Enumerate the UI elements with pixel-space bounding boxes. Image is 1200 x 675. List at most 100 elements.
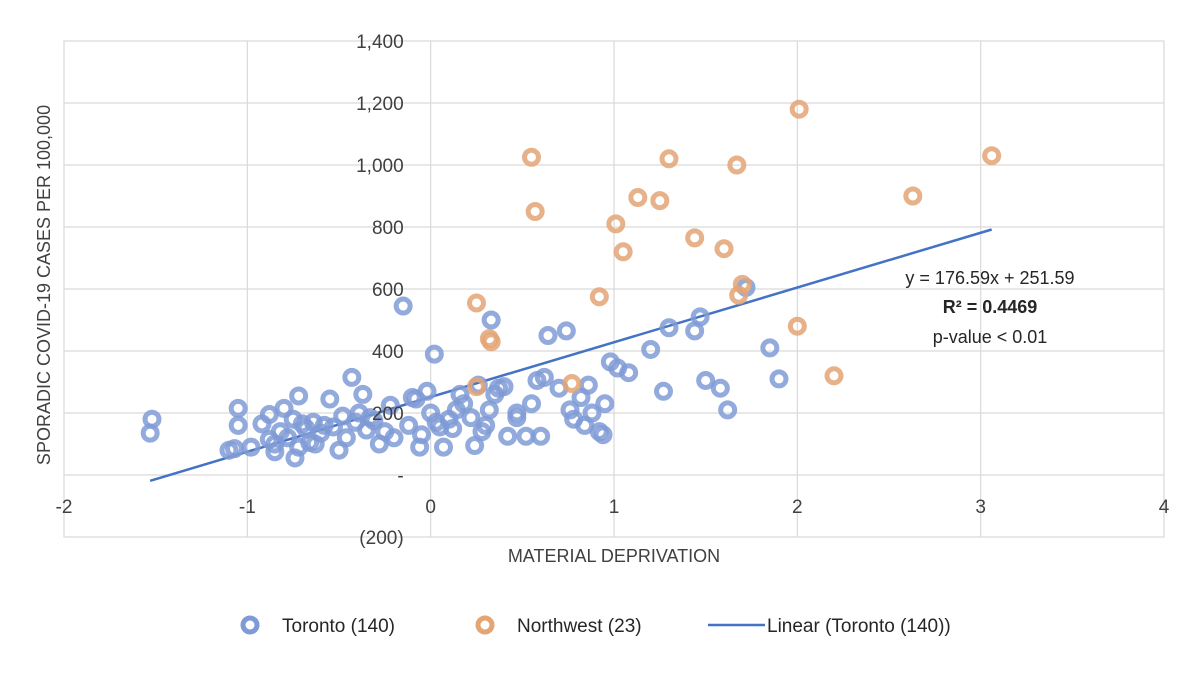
- y-tick-label: 800: [372, 218, 404, 239]
- legend-item-northwest[interactable]: Northwest (23): [475, 615, 642, 637]
- toronto-point: [479, 400, 499, 420]
- toronto-point: [522, 394, 541, 414]
- legend-item-trendline[interactable]: Linear (Toronto (140)): [708, 616, 951, 637]
- toronto-point: [454, 394, 474, 414]
- toronto-point: [140, 423, 160, 443]
- toronto-point: [465, 436, 485, 456]
- northwest-point: [525, 202, 545, 221]
- toronto-point: [595, 394, 615, 414]
- legend: Toronto (140) Northwest (23) Linear (Tor…: [240, 615, 951, 637]
- legend-label-toronto: Toronto (140): [282, 616, 395, 637]
- toronto-point: [265, 442, 285, 462]
- toronto-point: [219, 440, 239, 460]
- toronto-point: [342, 367, 362, 387]
- y-tick-label: 600: [372, 280, 404, 301]
- axis-ticks: -2 -1 0 1 2 3 4 (200) - 200 400 600 800 1,000 1,200 1,4…: [56, 32, 1170, 549]
- northwest-point: [727, 155, 747, 175]
- northwest-point: [903, 186, 923, 206]
- data-points: [140, 99, 1002, 468]
- toronto-point: [259, 405, 279, 425]
- y-tick-label: (200): [359, 528, 403, 549]
- northwest-point: [481, 332, 501, 352]
- toronto-point: [641, 339, 661, 359]
- northwest-point: [714, 239, 734, 259]
- x-tick-label: 3: [975, 497, 986, 518]
- toronto-point: [384, 428, 404, 448]
- toronto-point: [336, 428, 356, 448]
- toronto-point: [289, 386, 309, 406]
- y-axis-title: SPORADIC COVID-19 CASES PER 100,000: [34, 105, 54, 465]
- northwest-point: [659, 149, 679, 169]
- toronto-point: [494, 377, 514, 397]
- northwest-point: [589, 287, 609, 307]
- toronto-point: [498, 426, 518, 446]
- toronto-point: [718, 400, 738, 420]
- toronto-point: [417, 381, 437, 401]
- northwest-point: [789, 99, 809, 119]
- toronto-point: [481, 310, 501, 330]
- toronto-point: [424, 344, 444, 364]
- northwest-point: [562, 374, 582, 394]
- toronto-point: [769, 369, 789, 389]
- toronto-point: [393, 296, 413, 316]
- legend-label-trendline: Linear (Toronto (140)): [767, 616, 951, 637]
- toronto-point: [538, 326, 558, 345]
- toronto-point: [228, 415, 248, 435]
- trendline-annotation: y = 176.59x + 251.59 R² = 0.4469 p-value…: [905, 268, 1074, 347]
- x-tick-label: 2: [792, 497, 803, 518]
- toronto-point: [516, 426, 536, 446]
- toronto-point: [412, 425, 431, 445]
- northwest-point: [732, 274, 752, 294]
- toronto-point: [434, 437, 453, 457]
- legend-item-toronto[interactable]: Toronto (140): [240, 615, 395, 637]
- trendline: [149, 228, 993, 482]
- toronto-point: [659, 318, 679, 338]
- toronto-point: [654, 381, 673, 401]
- toronto-point: [760, 338, 780, 358]
- legend-marker-northwest: [475, 615, 495, 635]
- toronto-point: [314, 415, 334, 435]
- y-tick-label: 400: [372, 342, 404, 363]
- toronto-point: [353, 384, 373, 404]
- toronto-point: [320, 389, 340, 409]
- legend-marker-toronto: [240, 615, 260, 635]
- toronto-point: [399, 415, 419, 435]
- northwest-point: [613, 242, 633, 262]
- toronto-point: [461, 408, 481, 428]
- toronto-point: [710, 378, 730, 398]
- toronto-point: [443, 419, 463, 438]
- x-tick-label: 4: [1159, 497, 1170, 518]
- toronto-point: [690, 307, 710, 327]
- toronto-point: [274, 398, 294, 418]
- p-value-label: p-value < 0.01: [933, 327, 1048, 347]
- y-tick-label: 1,400: [356, 32, 404, 53]
- northwest-point: [467, 377, 486, 397]
- toronto-point: [507, 408, 527, 428]
- toronto-point: [278, 428, 298, 448]
- x-tick-label: 0: [425, 497, 436, 518]
- y-tick-label: 1,200: [356, 94, 404, 115]
- northwest-point: [685, 228, 705, 248]
- toronto-point: [582, 403, 602, 423]
- x-tick-label: 1: [609, 497, 620, 518]
- toronto-point: [556, 321, 576, 341]
- toronto-point: [534, 367, 554, 387]
- legend-label-northwest: Northwest (23): [517, 616, 642, 637]
- y-tick-label: -: [397, 466, 403, 487]
- northwest-point: [628, 188, 648, 208]
- x-axis-title: MATERIAL DEPRIVATION: [508, 546, 720, 566]
- toronto-point: [364, 411, 384, 431]
- trendline-layer: [149, 228, 993, 482]
- x-tick-label: -2: [56, 497, 73, 518]
- x-tick-label: -1: [239, 497, 256, 518]
- northwest-point: [467, 293, 486, 313]
- toronto-point: [619, 363, 639, 383]
- northwest-point: [824, 366, 844, 386]
- northwest-point: [982, 146, 1002, 166]
- northwest-point: [650, 191, 670, 211]
- toronto-point: [450, 384, 470, 404]
- northwest-point: [787, 316, 807, 336]
- toronto-point: [578, 375, 598, 395]
- trend-equation: y = 176.59x + 251.59: [905, 268, 1074, 288]
